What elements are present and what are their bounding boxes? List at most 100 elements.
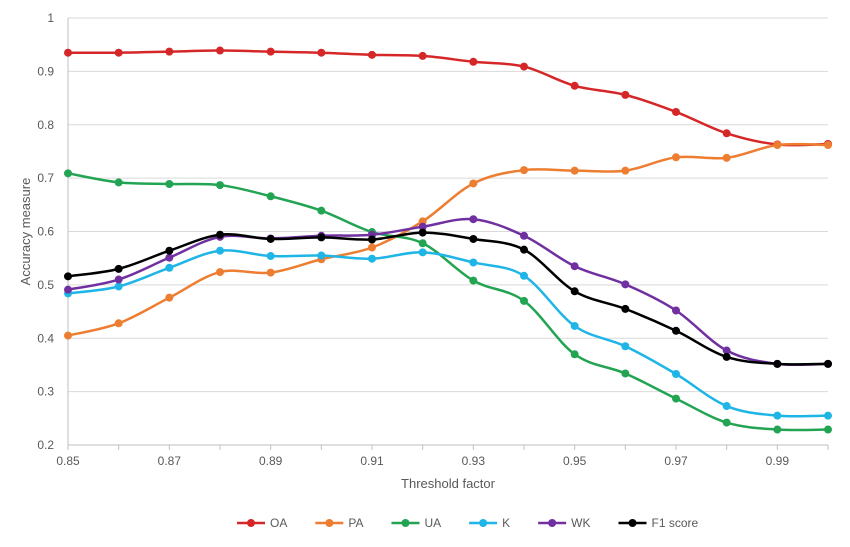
- data-point-oa: [64, 48, 72, 57]
- legend-item-wk: WK: [538, 516, 591, 530]
- legend-marker: [247, 519, 255, 527]
- x-axis-title: Threshold factor: [401, 476, 496, 491]
- data-point-k: [114, 282, 123, 291]
- legend-label: K: [502, 516, 510, 530]
- data-point-ua: [773, 425, 782, 434]
- data-point-pa: [64, 331, 72, 340]
- series-line-f1-score: [67, 231, 829, 366]
- legend-marker: [325, 519, 334, 527]
- y-tick-label: 1: [47, 11, 54, 25]
- x-tick-label: 0.91: [360, 454, 384, 468]
- tick-labels: 0.20.30.40.50.60.70.80.910.85 0.87 0.89 0.9…: [37, 11, 789, 468]
- legend-label: UA: [424, 516, 441, 530]
- data-point-f1-score: [64, 272, 72, 281]
- data-point-oa: [114, 48, 123, 57]
- data-point-f1-score: [266, 234, 275, 243]
- series-pa: [64, 141, 832, 340]
- data-point-wk: [570, 262, 579, 271]
- data-point-k: [216, 246, 224, 255]
- data-point-pa: [266, 268, 275, 277]
- data-point-k: [520, 271, 528, 280]
- series-k: [64, 246, 832, 420]
- data-point-pa: [621, 166, 630, 175]
- data-point-pa: [368, 243, 376, 252]
- data-point-ua: [570, 350, 579, 359]
- data-point-pa: [165, 293, 174, 302]
- legend-item-pa: PA: [315, 516, 363, 530]
- series-line-wk: [67, 217, 829, 367]
- data-point-pa: [722, 153, 731, 162]
- data-point-pa: [520, 166, 528, 175]
- data-point-ua: [722, 418, 731, 427]
- data-point-wk: [469, 215, 478, 224]
- y-tick-label: 0.6: [37, 225, 54, 239]
- data-point-f1-score: [469, 234, 478, 243]
- data-point-wk: [672, 306, 680, 315]
- x-tick-label: 0.97: [664, 454, 688, 468]
- data-point-k: [469, 258, 478, 267]
- y-tick-label: 0.4: [37, 331, 54, 345]
- y-tick-label: 0.7: [37, 171, 54, 185]
- data-point-oa: [469, 57, 478, 66]
- legend-label: WK: [571, 516, 590, 530]
- data-point-f1-score: [418, 228, 427, 237]
- data-point-f1-score: [520, 245, 528, 254]
- data-point-f1-score: [722, 352, 731, 361]
- legend-item-k: K: [469, 516, 510, 530]
- series-oa: [64, 46, 832, 149]
- data-point-oa: [216, 46, 224, 55]
- data-point-wk: [165, 253, 174, 262]
- data-point-k: [266, 252, 275, 261]
- legend-item-f1-score: F1 score: [618, 516, 699, 530]
- legend-item-oa: OA: [237, 516, 287, 530]
- legend-marker: [628, 519, 637, 527]
- y-tick-label: 0.2: [37, 438, 54, 452]
- x-tick-label: 0.89: [259, 454, 283, 468]
- data-point-k: [368, 254, 376, 263]
- data-point-wk: [621, 280, 630, 289]
- series-line-ua: [67, 172, 829, 432]
- data-point-ua: [64, 169, 72, 178]
- data-point-k: [672, 370, 680, 379]
- data-point-ua: [165, 179, 174, 188]
- data-point-oa: [570, 81, 579, 90]
- data-point-wk: [418, 222, 427, 231]
- data-point-pa: [672, 153, 680, 162]
- data-point-ua: [418, 239, 427, 248]
- legend-marker: [401, 519, 410, 527]
- data-point-ua: [469, 276, 478, 285]
- legend: OA PA UA K WK F1 score: [237, 516, 699, 530]
- data-point-oa: [621, 90, 630, 99]
- gridlines: [68, 17, 828, 446]
- data-point-ua: [114, 178, 123, 187]
- x-tick-label: 0.85: [56, 454, 80, 468]
- data-point-f1-score: [621, 304, 630, 313]
- data-point-oa: [165, 47, 174, 56]
- data-point-oa: [672, 107, 680, 116]
- y-tick-label: 0.3: [37, 385, 54, 399]
- y-tick-label: 0.5: [37, 278, 54, 292]
- legend-label: PA: [348, 516, 363, 530]
- y-tick-label: 0.8: [37, 118, 54, 132]
- data-point-f1-score: [165, 246, 174, 255]
- series-f1-score: [64, 228, 832, 368]
- data-point-wk: [722, 346, 731, 355]
- data-point-ua: [216, 181, 224, 190]
- y-tick-label: 0.9: [37, 64, 54, 78]
- data-point-f1-score: [824, 359, 832, 368]
- data-point-ua: [317, 206, 326, 215]
- axes: [67, 18, 829, 450]
- legend-label: OA: [270, 516, 287, 530]
- data-point-pa: [469, 179, 478, 188]
- data-point-pa: [114, 319, 123, 328]
- data-point-k: [418, 248, 427, 257]
- data-point-f1-score: [114, 264, 123, 273]
- data-point-f1-score: [672, 326, 680, 335]
- data-point-pa: [216, 268, 224, 277]
- legend-label: F1 score: [652, 516, 699, 530]
- data-point-pa: [773, 141, 782, 150]
- data-point-ua: [621, 369, 630, 378]
- data-point-pa: [824, 141, 832, 150]
